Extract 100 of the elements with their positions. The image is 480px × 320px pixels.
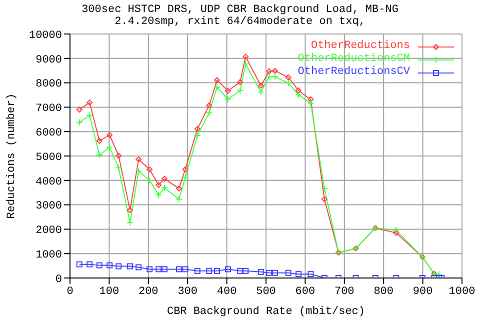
point xyxy=(272,73,279,80)
y-tick-label: 4000 xyxy=(36,176,62,188)
point xyxy=(126,219,134,226)
point xyxy=(136,264,142,270)
point xyxy=(224,88,231,94)
x-tick-label: 700 xyxy=(334,286,354,298)
x-axis-title: CBR Background Rate (mbit/sec) xyxy=(166,306,366,318)
point xyxy=(285,74,292,80)
x-tick-label: 300 xyxy=(178,286,198,298)
point xyxy=(176,185,182,192)
point xyxy=(126,207,133,214)
x-tick-label: 800 xyxy=(374,286,394,298)
point xyxy=(156,266,162,272)
point xyxy=(242,54,249,60)
point xyxy=(96,138,102,144)
point xyxy=(136,156,142,162)
point xyxy=(272,68,278,74)
point xyxy=(106,144,114,151)
chart-subtitle: 2.4.20smp, rxint 64/64moderate on txq, xyxy=(114,16,366,28)
legend-label: OtherReductions xyxy=(310,40,410,53)
point xyxy=(296,88,302,94)
point xyxy=(146,266,153,272)
y-tick-label: 6000 xyxy=(36,128,62,140)
point xyxy=(272,270,278,276)
point xyxy=(284,80,292,87)
point xyxy=(308,96,314,102)
point xyxy=(194,268,200,274)
point xyxy=(76,261,82,268)
point xyxy=(214,77,220,84)
y-tick-label: 7000 xyxy=(36,103,62,116)
point xyxy=(156,182,162,188)
y-tick-label: 2000 xyxy=(36,225,62,238)
legend-label: OtherReductionsCV xyxy=(298,66,410,79)
point xyxy=(392,226,400,234)
x-tick-label: 200 xyxy=(138,286,158,298)
point xyxy=(320,184,328,192)
chart-title: 300sec HSTCP DRS, UDP CBR Background Load, MB-NG xyxy=(80,4,400,16)
point xyxy=(237,268,244,274)
x-tick-label: 400 xyxy=(216,286,237,298)
point xyxy=(194,126,200,132)
point xyxy=(146,166,153,172)
point xyxy=(206,109,213,116)
point xyxy=(106,132,113,138)
point xyxy=(295,91,302,98)
point xyxy=(206,268,212,274)
point xyxy=(160,184,168,192)
point xyxy=(266,270,272,276)
point xyxy=(224,96,232,103)
point xyxy=(224,266,231,272)
x-tick-label: 100 xyxy=(99,286,120,298)
y-tick-label: 8000 xyxy=(36,78,62,91)
point xyxy=(214,84,220,91)
point xyxy=(308,271,314,278)
point xyxy=(182,166,188,172)
point xyxy=(321,196,328,202)
point xyxy=(258,82,264,89)
point xyxy=(146,176,154,184)
x-tick-label: 0 xyxy=(66,286,74,298)
point xyxy=(176,266,182,272)
point xyxy=(116,263,122,270)
y-tick-label: 5000 xyxy=(36,152,62,164)
y-axis-title: Reductions (number) xyxy=(6,93,18,219)
point xyxy=(155,192,162,199)
y-tick-label: 0 xyxy=(55,274,62,286)
y-tick-label: 9000 xyxy=(36,54,62,66)
point xyxy=(206,102,212,108)
point xyxy=(96,262,102,268)
point xyxy=(266,73,273,80)
point xyxy=(115,164,122,172)
point xyxy=(135,168,142,175)
point xyxy=(285,270,292,276)
legend-label: OtherReductionsCM xyxy=(298,53,410,66)
point xyxy=(86,112,94,119)
point xyxy=(266,68,272,74)
point xyxy=(86,261,93,268)
point xyxy=(236,87,244,94)
x-tick-label: 900 xyxy=(412,286,433,298)
y-tick-label: 1000 xyxy=(36,250,62,262)
x-tick-label: 1000 xyxy=(448,286,476,298)
point xyxy=(86,100,93,106)
point xyxy=(161,266,168,272)
point xyxy=(242,60,250,68)
y-tick-label: 10000 xyxy=(28,30,62,42)
x-tick-label: 600 xyxy=(295,286,316,298)
point xyxy=(237,79,244,86)
point xyxy=(182,174,189,182)
point xyxy=(106,262,113,268)
point xyxy=(175,196,182,203)
point xyxy=(257,88,264,96)
point xyxy=(214,268,220,274)
point xyxy=(116,152,122,159)
point xyxy=(307,100,314,107)
point xyxy=(258,268,264,275)
point xyxy=(126,263,133,270)
point xyxy=(194,132,201,140)
point xyxy=(76,106,82,113)
y-tick-label: 3000 xyxy=(36,200,62,213)
point xyxy=(296,271,302,278)
x-tick-label: 500 xyxy=(256,286,276,298)
point xyxy=(96,152,103,159)
